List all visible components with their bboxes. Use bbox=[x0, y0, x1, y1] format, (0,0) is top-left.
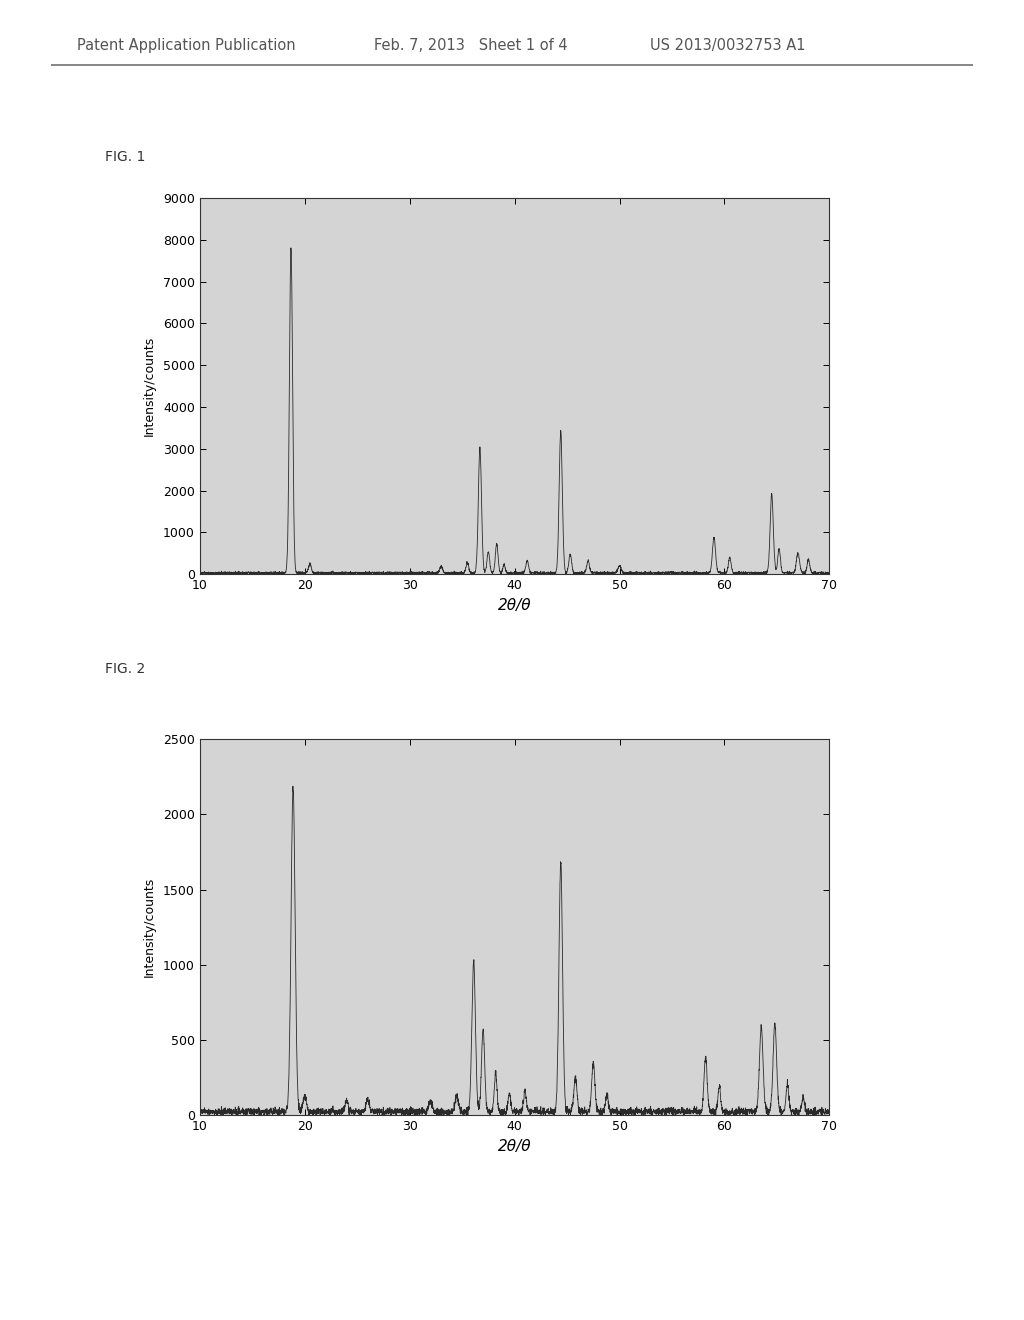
X-axis label: 2θ/θ: 2θ/θ bbox=[498, 598, 531, 612]
Text: Patent Application Publication: Patent Application Publication bbox=[77, 38, 296, 53]
Y-axis label: Intensity/counts: Intensity/counts bbox=[143, 337, 156, 436]
Text: FIG. 1: FIG. 1 bbox=[105, 150, 145, 164]
Text: Feb. 7, 2013   Sheet 1 of 4: Feb. 7, 2013 Sheet 1 of 4 bbox=[374, 38, 567, 53]
Y-axis label: Intensity/counts: Intensity/counts bbox=[143, 878, 156, 977]
Text: US 2013/0032753 A1: US 2013/0032753 A1 bbox=[650, 38, 806, 53]
Text: FIG. 2: FIG. 2 bbox=[105, 663, 145, 676]
X-axis label: 2θ/θ: 2θ/θ bbox=[498, 1139, 531, 1154]
